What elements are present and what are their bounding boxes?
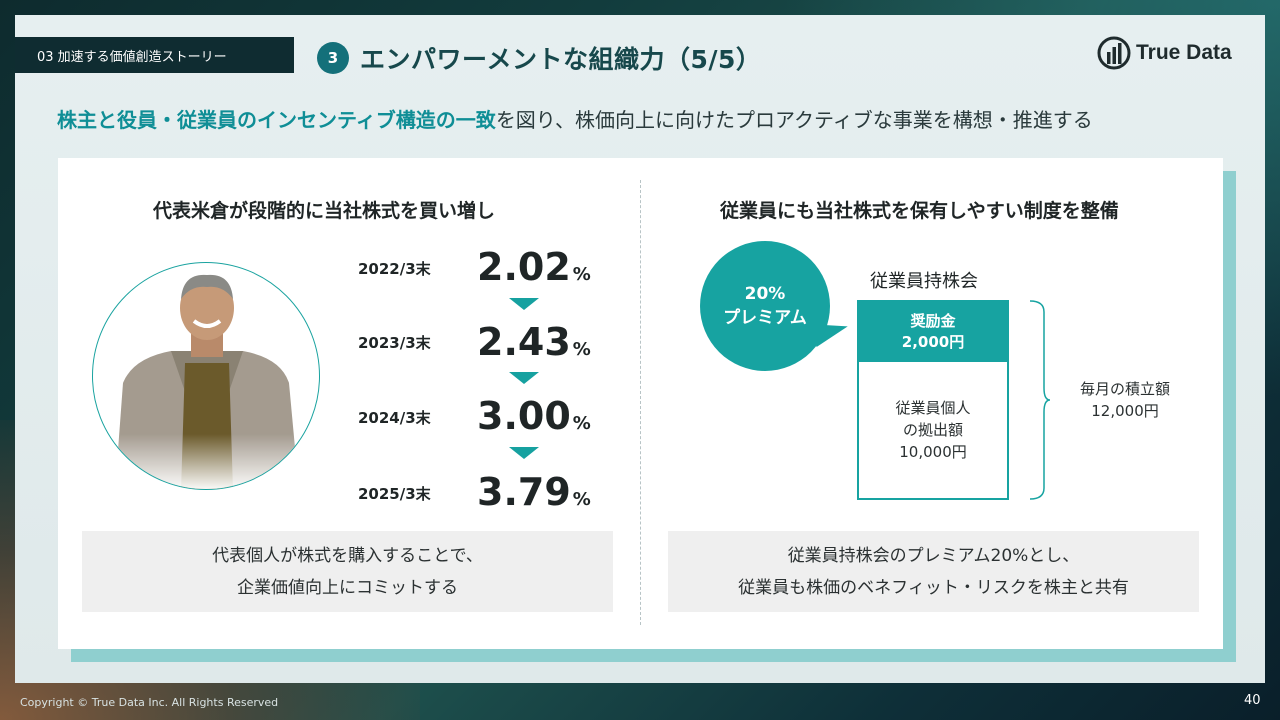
subtitle-rest: を図り、株価向上に向けたプロアクティブな事業を構想・推進する: [495, 108, 1093, 132]
ratio-unit: %: [572, 339, 591, 360]
copyright: Copyright © True Data Inc. All Rights Re…: [20, 696, 279, 709]
title-block: 3 エンパワーメントな組織力（5/5）: [317, 40, 761, 76]
left-heading: 代表米倉が段階的に当社株式を買い増し: [153, 200, 496, 222]
subtitle: 株主と役員・従業員のインセンティブ構造の一致を図り、株価向上に向けたプロアクティ…: [57, 104, 1093, 133]
representative-photo: [92, 262, 320, 490]
bubble-line1: 20%: [744, 284, 786, 304]
section-tag: 03 加速する価値創造ストーリー: [15, 37, 294, 73]
right-note-line1: 従業員持株会のプレミアム20%とし、: [787, 545, 1080, 566]
contribution-stack: 奨励金 2,000円 従業員個人 の拠出額 10,000円: [857, 300, 1009, 500]
ratio-number: 3.00: [477, 394, 571, 438]
incentive-label: 奨励金: [910, 312, 956, 330]
subtitle-highlight: 株主と役員・従業員のインセンティブ構造の一致: [57, 108, 496, 132]
logo-text: True Data: [1136, 41, 1232, 64]
ratio-unit: %: [572, 264, 591, 285]
triangle-down-icon: [509, 447, 539, 459]
title-number-badge: 3: [317, 42, 349, 74]
right-brace-icon: [1029, 300, 1051, 500]
premium-bubble: 20% プレミアム: [700, 241, 830, 371]
left-note-line2: 企業価値向上にコミットする: [237, 577, 458, 598]
company-logo: True Data: [1097, 36, 1232, 70]
ratio-value-2025: 3.79%: [477, 470, 591, 514]
page-title: エンパワーメントな組織力（5/5）: [360, 45, 762, 74]
ratio-number: 2.02: [477, 245, 571, 289]
personal-line2: の拠出額: [902, 421, 963, 439]
triangle-down-icon: [509, 372, 539, 384]
page-number: 40: [1244, 693, 1261, 708]
personal-amount: 10,000円: [899, 443, 967, 461]
personal-contribution-block: 従業員個人 の拠出額 10,000円: [859, 362, 1007, 498]
column-divider: [640, 180, 641, 625]
section-tag-text: 03 加速する価値創造ストーリー: [37, 49, 227, 65]
ratio-number: 3.79: [477, 470, 571, 514]
monthly-amount: 12,000円: [1091, 402, 1159, 420]
year-label-2025: 2025/3末: [358, 485, 431, 503]
association-label: 従業員持株会: [870, 271, 978, 292]
year-label-2023: 2023/3末: [358, 334, 431, 352]
bar-chart-logo-icon: [1097, 36, 1131, 70]
monthly-label: 毎月の積立額: [1079, 380, 1170, 398]
right-note-line2: 従業員も株価のベネフィット・リスクを株主と共有: [738, 577, 1129, 598]
triangle-down-icon: [509, 298, 539, 310]
ratio-value-2023: 2.43%: [477, 320, 591, 364]
right-heading: 従業員にも当社株式を保有しやすい制度を整備: [720, 200, 1119, 222]
monthly-total: 毎月の積立額 12,000円: [1070, 378, 1180, 422]
ratio-number: 2.43: [477, 320, 571, 364]
incentive-block: 奨励金 2,000円: [859, 302, 1007, 362]
personal-line1: 従業員個人: [895, 399, 971, 417]
right-note-box: 従業員持株会のプレミアム20%とし、 従業員も株価のベネフィット・リスクを株主と…: [668, 531, 1199, 612]
bubble-line2: プレミアム: [723, 308, 807, 328]
year-label-2022: 2022/3末: [358, 260, 431, 278]
year-label-2024: 2024/3末: [358, 409, 431, 427]
ratio-value-2024: 3.00%: [477, 394, 591, 438]
ratio-value-2022: 2.02%: [477, 245, 591, 289]
incentive-amount: 2,000円: [901, 333, 965, 351]
person-photo: [93, 263, 319, 489]
ratio-unit: %: [572, 413, 591, 434]
ratio-unit: %: [572, 489, 591, 510]
left-note-line1: 代表個人が株式を購入することで、: [212, 545, 483, 566]
left-note-box: 代表個人が株式を購入することで、 企業価値向上にコミットする: [82, 531, 613, 612]
